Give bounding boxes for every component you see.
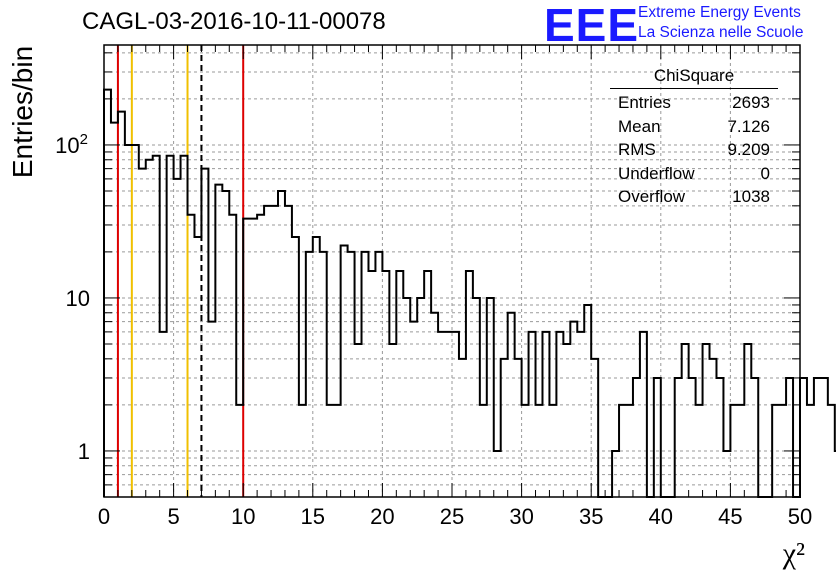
stats-title: ChiSquare: [610, 64, 778, 89]
logo-line-2: La Scienza nelle Scuole: [638, 24, 804, 41]
x-tick-label: 35: [579, 504, 603, 529]
y-tick-label: 102: [55, 131, 88, 158]
x-tick-label: 30: [509, 504, 533, 529]
chart-title: CAGL-03-2016-10-11-00078: [82, 8, 386, 35]
x-tick-label: 40: [649, 504, 673, 529]
stats-row-rms: RMS 9.209: [610, 138, 780, 162]
logo-line-1: Extreme Energy Events: [638, 4, 801, 21]
x-tick-label: 10: [231, 504, 255, 529]
stats-row-entries: Entries 2693: [610, 91, 780, 115]
stats-label: RMS: [618, 140, 656, 159]
eee-logo-mark: EEE: [544, 0, 640, 51]
marker-lines: [116, 45, 245, 497]
y-tick-label: 1: [78, 439, 90, 464]
stats-value: 2693: [732, 93, 770, 112]
stats-value: 0: [760, 163, 770, 183]
x-axis-ticks: 0 5 10 15 20 25 30 35 40 45 50: [98, 45, 812, 529]
x-tick-label: 45: [718, 504, 742, 529]
stats-label: Overflow: [618, 187, 686, 206]
stats-value: 9.209: [727, 140, 770, 159]
stats-row-underflow: Underflow 0: [610, 162, 780, 186]
stats-row-mean: Mean 7.126: [610, 115, 780, 139]
histogram-outline: [103, 88, 836, 498]
stats-value: 7.126: [727, 116, 770, 136]
grid-lines: [104, 45, 800, 498]
x-tick-label: 25: [440, 504, 464, 529]
x-tick-label: 0: [98, 504, 110, 529]
stats-label: Mean: [618, 116, 661, 136]
y-axis-label: Entries/bin: [7, 46, 38, 178]
x-axis-label: χ²: [782, 537, 805, 570]
x-tick-label: 20: [370, 504, 394, 529]
y-axis-ticks: 1 10 102: [55, 52, 800, 498]
stats-label: Underflow: [618, 163, 695, 183]
x-tick-label: 5: [167, 504, 179, 529]
stats-box: ChiSquare Entries 2693 Mean 7.126 RMS 9.…: [610, 64, 780, 209]
stats-label: Entries: [618, 93, 671, 112]
stats-value: 1038: [732, 187, 770, 206]
stats-row-overflow: Overflow 1038: [610, 185, 780, 209]
x-tick-label: 50: [788, 504, 812, 529]
y-tick-label: 10: [66, 286, 90, 311]
x-tick-label: 15: [301, 504, 325, 529]
